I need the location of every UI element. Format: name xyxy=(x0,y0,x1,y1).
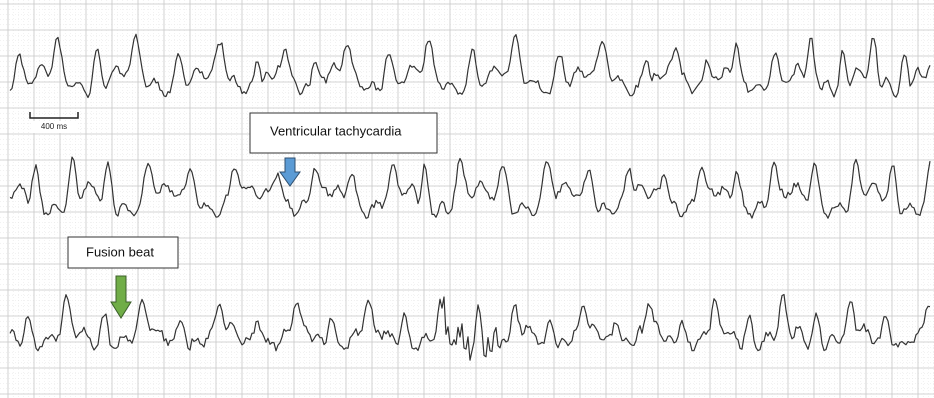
ecg-traces xyxy=(10,34,930,360)
scale-bar: 400 ms xyxy=(30,112,78,133)
ecg-strip: 400 ms Ventricular tachycardia Fusion be… xyxy=(0,0,934,398)
annotation-label: Fusion beat xyxy=(86,244,154,259)
ecg-trace xyxy=(10,295,930,361)
annotation-label: Ventricular tachycardia xyxy=(270,123,402,138)
scale-bar-line xyxy=(30,112,78,118)
ecg-trace xyxy=(10,34,930,97)
ecg-trace xyxy=(10,157,930,218)
arrow-blue xyxy=(280,158,300,186)
scale-bar-label: 400 ms xyxy=(41,122,67,131)
arrow-green xyxy=(111,276,131,318)
ecg-figure: 400 ms Ventricular tachycardia Fusion be… xyxy=(0,0,934,398)
